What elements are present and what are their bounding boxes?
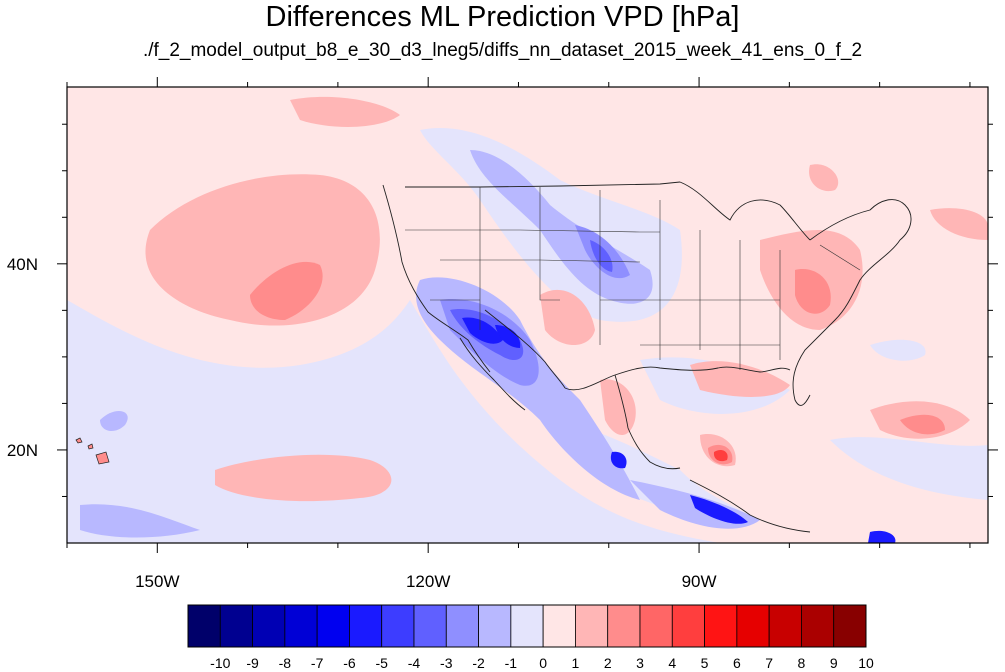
colorbar-label: 1 — [572, 655, 580, 671]
colorbar-box — [671, 604, 705, 648]
colorbar-labels: -10 -9 -8 -7 -6 -5 -4 -3 -2 -1 0 1 2 3 4 5 6 7 8 9 10 — [210, 655, 874, 671]
colorbar-box — [284, 604, 318, 648]
colorbar-box — [607, 604, 641, 648]
colorbar-box — [219, 604, 253, 648]
field-red-regions — [250, 261, 945, 465]
colorbar-box — [445, 604, 479, 648]
colorbar-box — [187, 604, 221, 648]
colorbar-box — [349, 604, 383, 648]
colorbar-label: 2 — [604, 655, 612, 671]
longitude-ticks: 150W 120W 90W — [66, 77, 971, 591]
lat-tick-label: 40N — [7, 255, 38, 274]
colorbar-box — [542, 604, 576, 648]
colorbar-box — [575, 604, 609, 648]
lon-tick-label: 150W — [135, 572, 179, 591]
colorbar-label: -7 — [311, 655, 324, 671]
colorbar-label: 8 — [798, 655, 806, 671]
colorbar-box — [768, 604, 802, 648]
colorbar-label: -6 — [343, 655, 356, 671]
colorbar-label: -4 — [408, 655, 421, 671]
colorbar-label: -10 — [210, 655, 230, 671]
colorbar-label: 9 — [830, 655, 838, 671]
state-borders — [405, 187, 861, 370]
lat-tick-label: 20N — [7, 441, 38, 460]
colorbar-box — [510, 604, 544, 648]
chart-title: Differences ML Prediction VPD [hPa] — [265, 1, 740, 33]
colorbar-box — [478, 604, 512, 648]
colorbar-label: 5 — [701, 655, 709, 671]
colorbar-box — [381, 604, 415, 648]
colorbar-label: -2 — [472, 655, 485, 671]
colorbar-label: 0 — [539, 655, 547, 671]
colorbar-label: 6 — [733, 655, 741, 671]
colorbar-label: 7 — [765, 655, 773, 671]
field-blue-core — [462, 317, 896, 543]
colorbar-label: -8 — [279, 655, 292, 671]
map-frame — [66, 86, 989, 544]
colorbar-label: -1 — [505, 655, 518, 671]
colorbar-box — [736, 604, 770, 648]
colorbar-box — [801, 604, 835, 648]
lon-tick-label: 90W — [682, 572, 717, 591]
colorbar-frame — [187, 604, 867, 648]
coastlines — [382, 181, 912, 533]
colorbar-box — [413, 604, 447, 648]
map-field — [67, 87, 988, 543]
colorbar-box — [704, 604, 738, 648]
colorbar-label: 3 — [636, 655, 644, 671]
colorbar-box — [639, 604, 673, 648]
colorbar-box — [252, 604, 286, 648]
lon-tick-label: 120W — [406, 572, 450, 591]
colorbar-label: 10 — [858, 655, 874, 671]
colorbar-boxes — [187, 604, 867, 648]
colorbar-label: -9 — [246, 655, 259, 671]
chart-subtitle: ./f_2_model_output_b8_e_30_d3_lneg5/diff… — [142, 40, 863, 61]
latitude-ticks: 40N 20N — [7, 123, 998, 497]
hawaii-islands — [75, 437, 110, 465]
colorbar-box — [833, 604, 867, 648]
colorbar-label: -5 — [375, 655, 388, 671]
colorbar-box — [316, 604, 350, 648]
colorbar: -10 -9 -8 -7 -6 -5 -4 -3 -2 -1 0 1 2 3 4 5 6 7 8 9 10 — [187, 604, 874, 671]
colorbar-label: -3 — [440, 655, 453, 671]
colorbar-label: 4 — [668, 655, 676, 671]
